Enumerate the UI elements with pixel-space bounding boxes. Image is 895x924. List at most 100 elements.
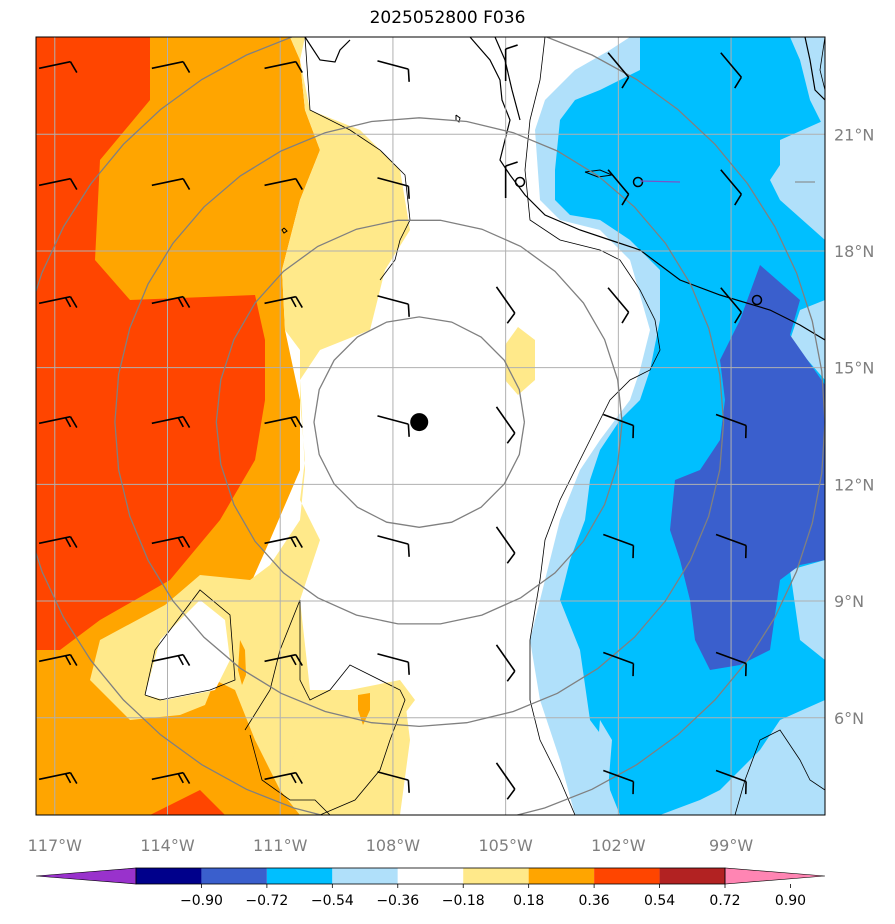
colorbar-tick-label: 0.72 xyxy=(709,893,740,909)
wind-barb xyxy=(377,653,410,675)
colorbar-segment xyxy=(594,868,660,884)
colorbar-frame xyxy=(135,867,726,885)
colorbar-tick-label: −0.90 xyxy=(180,893,223,909)
wind-barb xyxy=(264,60,303,73)
wind-barb xyxy=(495,762,516,800)
wind-barb xyxy=(607,169,630,206)
colorbar-tick-label: 0.36 xyxy=(579,893,610,909)
wind-barb xyxy=(603,651,635,677)
wind-barb xyxy=(377,295,410,317)
wind-barb xyxy=(715,413,747,439)
colorbar-segment xyxy=(266,868,333,884)
red-region xyxy=(36,37,265,650)
colorbar-segment xyxy=(463,868,529,884)
wind-barb xyxy=(720,287,743,324)
colorbar-segment xyxy=(136,868,202,884)
wind-barb xyxy=(264,415,303,428)
orange-tongue xyxy=(238,640,246,685)
colorbar-segment xyxy=(201,868,267,884)
wind-barb xyxy=(495,526,516,564)
wind-barb xyxy=(377,771,410,793)
lon-tick-label: 108°W xyxy=(366,836,421,855)
wind-barb xyxy=(715,769,747,795)
colorbar-extend-high xyxy=(724,867,826,885)
colorbar-tick-label: −0.72 xyxy=(245,893,288,909)
lon-tick-label: 99°W xyxy=(709,836,753,855)
wind-barb xyxy=(38,177,78,190)
map-title: 2025052800 F036 xyxy=(369,8,526,28)
wind-barb xyxy=(504,161,518,198)
orange-tongue-2 xyxy=(358,693,370,725)
wind-barb xyxy=(38,60,78,73)
wind-barb xyxy=(715,533,747,559)
colorbar-segment xyxy=(397,868,464,884)
lat-tick-label: 21°N xyxy=(834,125,874,144)
lat-tick-label: 18°N xyxy=(834,242,874,261)
red-dot xyxy=(160,380,168,390)
red-small-region xyxy=(150,790,225,815)
lat-tick-label: 12°N xyxy=(834,475,874,494)
wind-barb xyxy=(377,535,410,557)
wind-barb xyxy=(720,52,743,89)
wind-barb xyxy=(151,415,191,428)
lon-tick-label: 114°W xyxy=(140,836,195,855)
wind-barb xyxy=(603,413,635,439)
range-rings xyxy=(36,37,825,815)
cyan-hole xyxy=(780,120,825,240)
wind-barb xyxy=(264,653,303,666)
wind-barb xyxy=(715,651,747,677)
colorbar-extend-low xyxy=(35,867,137,885)
range-ring xyxy=(36,37,825,815)
yellow-inner-small xyxy=(505,327,535,395)
wind-barb xyxy=(151,295,191,308)
latitude-labels: 6°N 9°N 12°N 15°N 18°N 21°N xyxy=(834,125,874,728)
colorbar-segment xyxy=(332,868,398,884)
colorbar-tick-label: 0.54 xyxy=(644,893,675,909)
wind-barb xyxy=(603,769,635,795)
wind-barb xyxy=(264,771,303,784)
yellow-west-region xyxy=(90,37,410,815)
lightblue-sliver xyxy=(595,720,612,810)
wind-barb xyxy=(495,406,516,444)
lat-tick-label: 9°N xyxy=(834,592,864,611)
wind-barb xyxy=(495,286,516,324)
wind-barb xyxy=(603,533,635,559)
wind-barb xyxy=(38,295,78,308)
wind-barb xyxy=(151,60,191,73)
wind-barb xyxy=(377,415,410,437)
lat-tick-label: 15°N xyxy=(834,359,874,378)
colorbar-segment xyxy=(528,868,595,884)
colorbar-tick-label: −0.54 xyxy=(311,893,354,909)
range-ring xyxy=(313,316,526,528)
colorbar-tick-label: 0.90 xyxy=(775,893,806,909)
lat-tick-label: 6°N xyxy=(834,709,864,728)
wind-barb xyxy=(38,771,78,784)
wind-barb xyxy=(151,771,191,784)
wind-barb xyxy=(377,177,410,199)
wind-barb xyxy=(607,287,630,324)
wind-barb xyxy=(607,52,630,89)
coastlines xyxy=(144,37,825,815)
wind-barb xyxy=(151,535,191,548)
colorbar-segment xyxy=(659,868,725,884)
colorbar-tick-label: −0.18 xyxy=(442,893,485,909)
wind-barb xyxy=(38,535,78,548)
wind-barb xyxy=(38,653,78,666)
wind-barb xyxy=(504,44,518,81)
lon-tick-label: 102°W xyxy=(591,836,646,855)
wind-barb xyxy=(151,177,191,190)
wind-barb xyxy=(264,535,303,548)
gridlines xyxy=(36,37,825,815)
lon-tick-label: 111°W xyxy=(253,836,308,855)
colorbar: −0.90 −0.72 −0.54 −0.36 −0.18 0.18 0.36 0.54 0.7… xyxy=(35,867,826,909)
colorbar-tick-label: 0.18 xyxy=(513,893,544,909)
contour-fills xyxy=(36,37,825,815)
wind-barb xyxy=(495,644,516,682)
white-inlet xyxy=(145,600,230,700)
wind-barb xyxy=(377,60,410,82)
yellow-east-tongue xyxy=(280,680,415,815)
storm-center-marker xyxy=(410,413,429,432)
wind-barb xyxy=(720,169,743,206)
colorbar-tick-label: −0.36 xyxy=(376,893,419,909)
